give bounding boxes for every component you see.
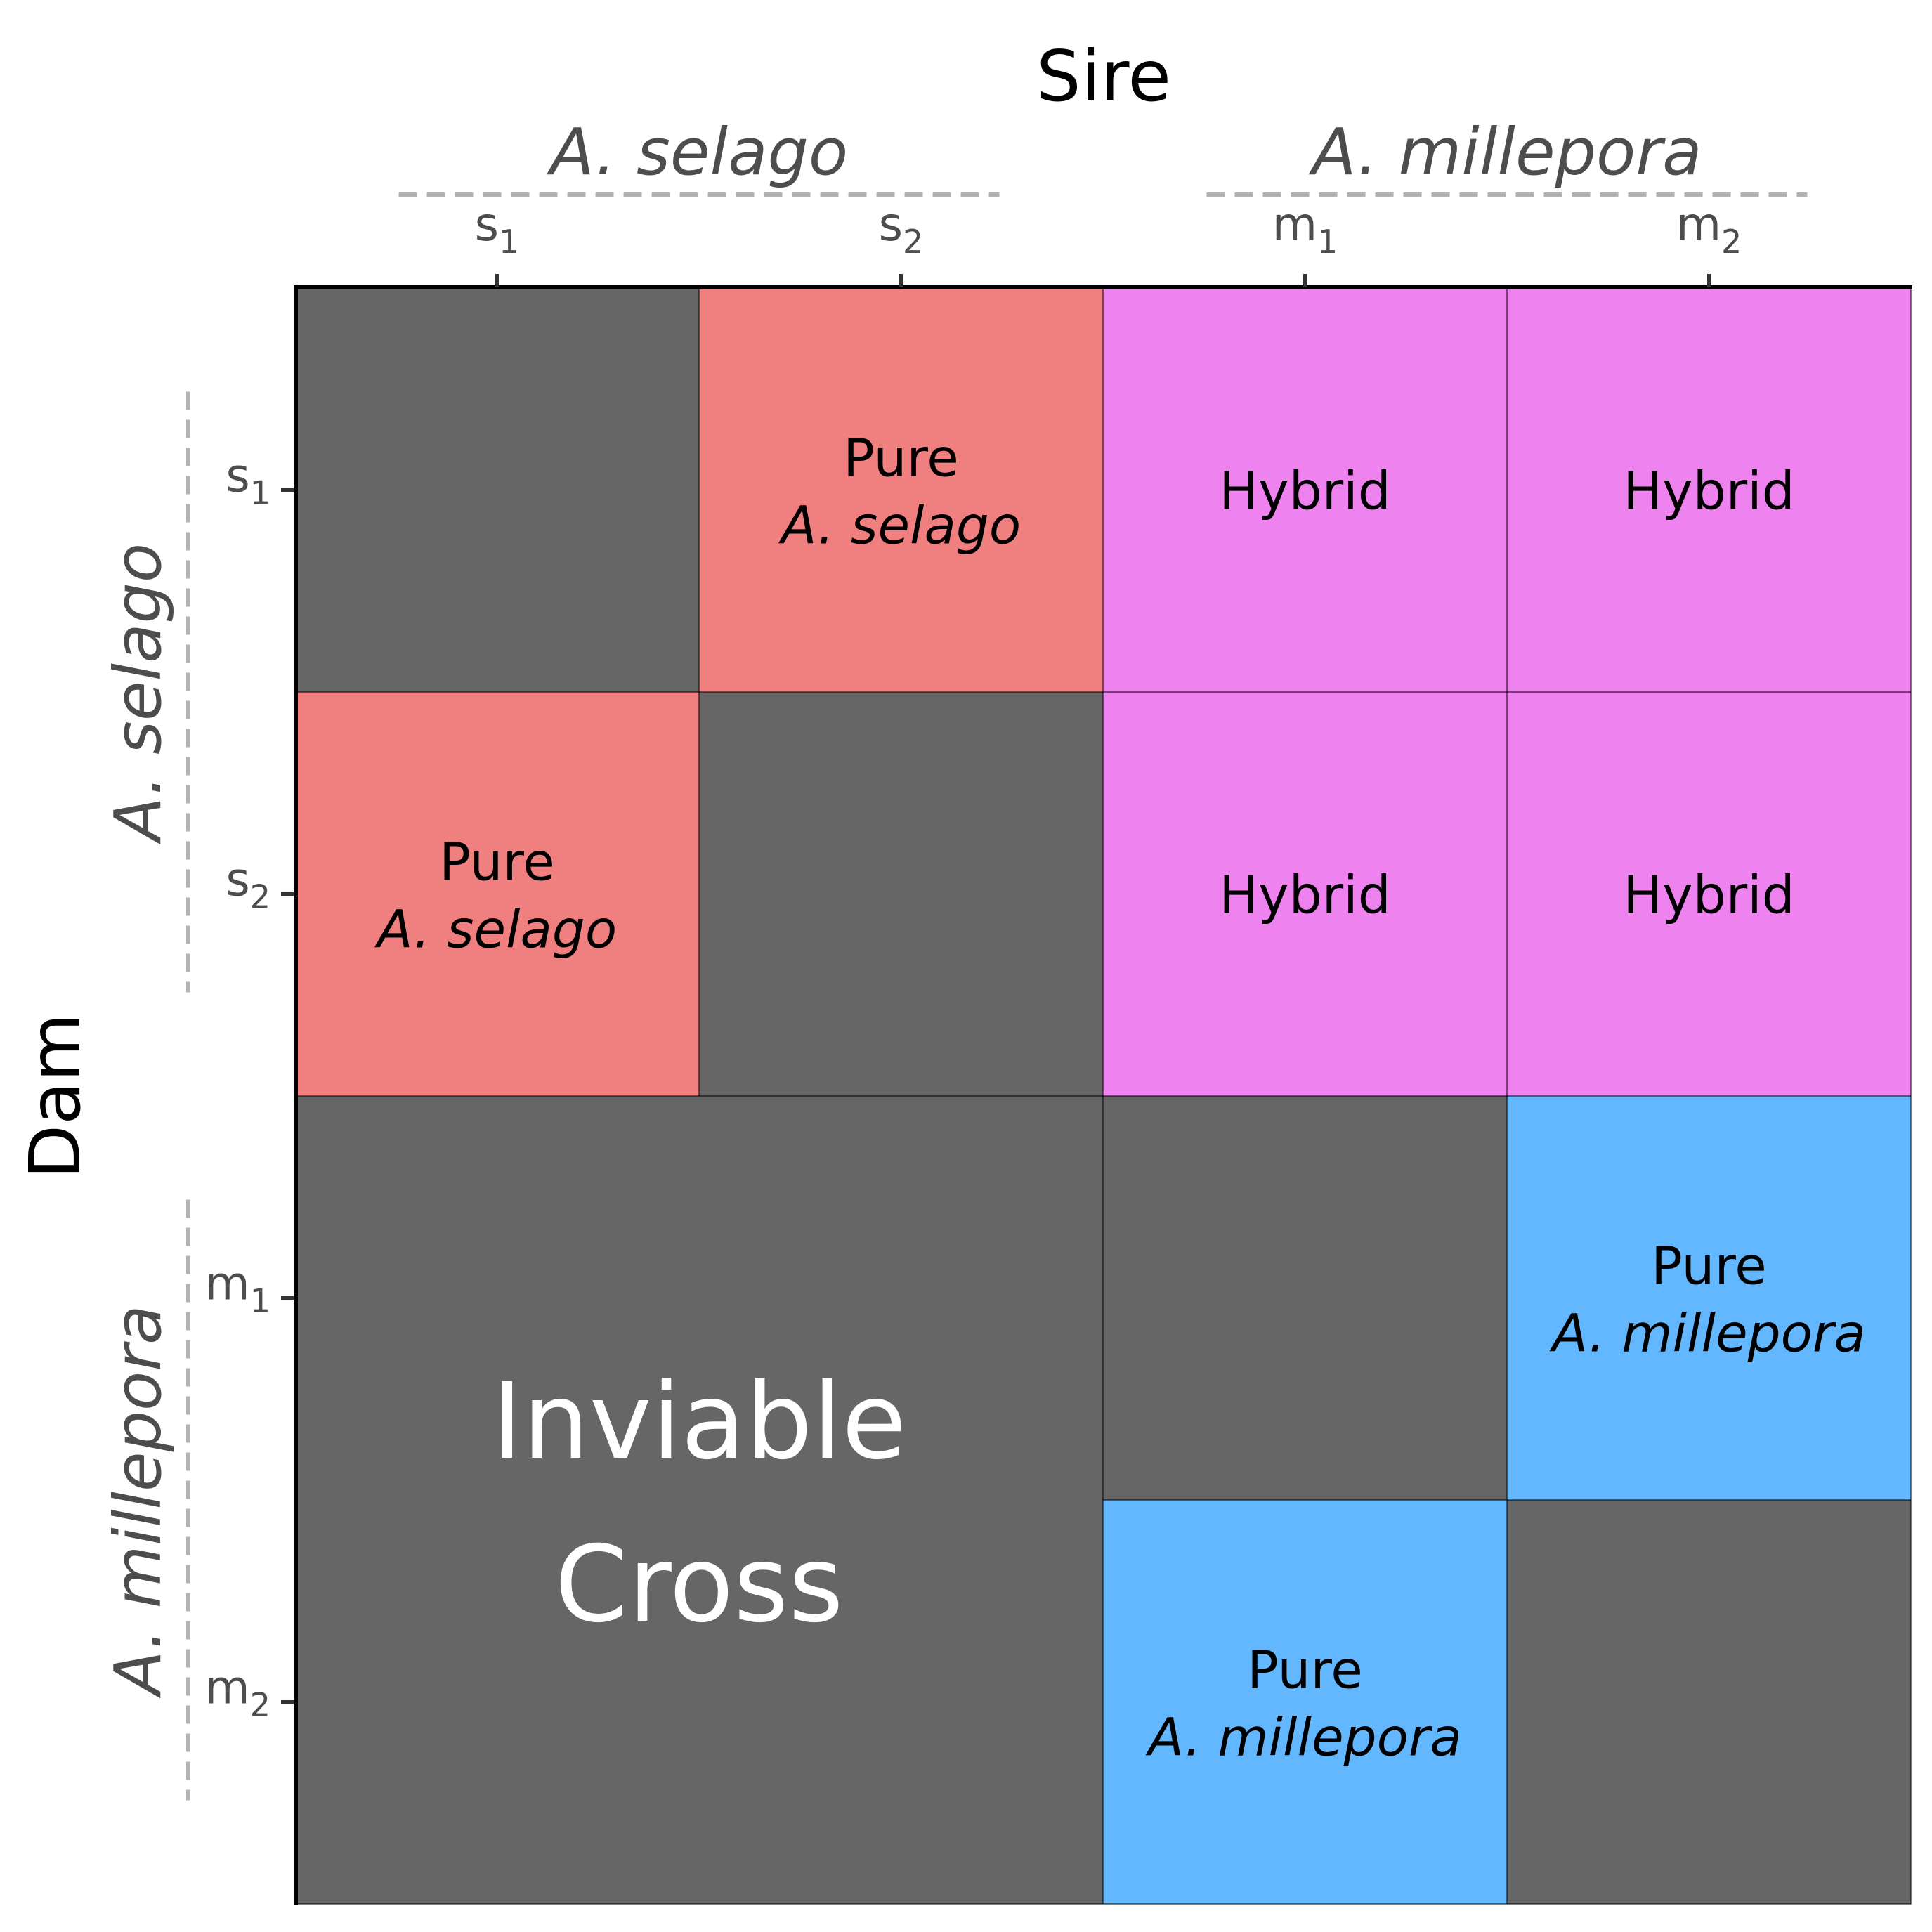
inviable-block <box>294 1095 1104 1905</box>
cell-label-line1: Pure <box>843 429 959 489</box>
cell-label-species: A. selago <box>778 496 1021 556</box>
inviable-region: Inviable Cross <box>294 1095 1104 1905</box>
axis-ticks: s1 s2 m1 m2 s1 s2 m1 m2 <box>204 197 1742 1724</box>
group-annotations: A. selago A. millepora A. selago A. millepo… <box>100 115 1808 1801</box>
row-group-label: A. millepora <box>100 1305 176 1699</box>
cell-label-hybrid: Hybrid <box>1623 462 1794 522</box>
cell-none <box>698 691 1104 1097</box>
cell-label-line1: Pure <box>1247 1640 1363 1701</box>
x-tick-label: m1 <box>1272 197 1338 261</box>
x-axis-title: Sire <box>1036 35 1171 117</box>
cell-label-hybrid: Hybrid <box>1623 866 1794 926</box>
x-tick-label: s2 <box>879 197 924 261</box>
cell-label-line1: Pure <box>439 833 555 893</box>
cell-label-hybrid: Hybrid <box>1219 866 1390 926</box>
cell-hybrid <box>1102 287 1508 693</box>
cell-none <box>294 287 700 693</box>
cell-pure_selago <box>294 691 700 1097</box>
inviable-label-line2: Cross <box>554 1524 843 1646</box>
cell-label-line1: Pure <box>1651 1236 1767 1297</box>
y-tick-label: m2 <box>204 1661 270 1724</box>
cell-pure_selago <box>698 287 1104 693</box>
cell-hybrid <box>1506 691 1912 1097</box>
row-group-label: A. selago <box>100 543 176 844</box>
cell-none <box>1506 1499 1912 1905</box>
x-tick-label: m2 <box>1676 197 1742 261</box>
cell-label-species: A. selago <box>374 900 617 960</box>
cell-label-species: A. millepora <box>1549 1304 1865 1364</box>
cell-label-hybrid: Hybrid <box>1219 462 1390 522</box>
cell-pure_millepora <box>1102 1499 1508 1905</box>
cell-hybrid <box>1506 287 1912 693</box>
cell-none <box>1102 1095 1508 1501</box>
inviable-label-line1: Inviable <box>492 1361 907 1483</box>
cell-hybrid <box>1102 691 1508 1097</box>
column-group-label: A. millepora <box>1309 115 1702 190</box>
cell-label-species: A. millepora <box>1145 1708 1461 1768</box>
y-tick-label: s2 <box>226 853 270 916</box>
y-tick-label: s1 <box>226 449 270 512</box>
x-tick-label: s1 <box>475 197 520 261</box>
column-group-label: A. selago <box>547 115 848 190</box>
y-tick-label: m1 <box>204 1257 270 1320</box>
cell-pure_millepora <box>1506 1095 1912 1501</box>
y-axis-title: Dam <box>14 1013 96 1179</box>
